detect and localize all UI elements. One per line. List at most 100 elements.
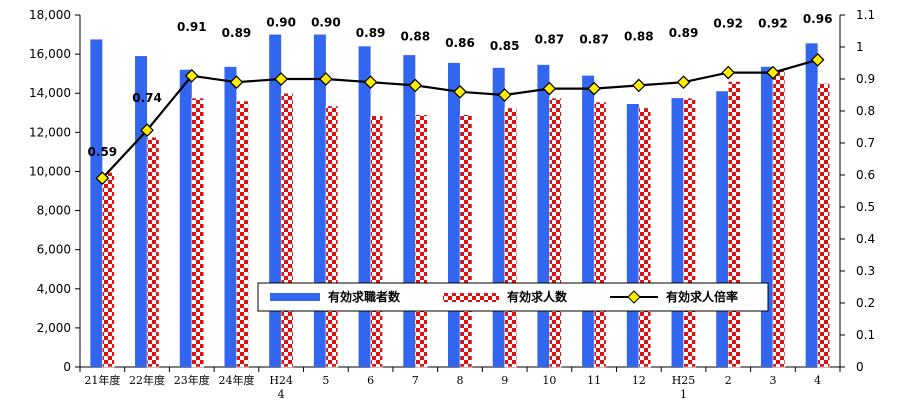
legend: 有効求職者数 有効求人数 有効求人倍率 [257, 282, 769, 312]
ratio-marker [184, 68, 199, 83]
job-openings-bar [102, 172, 115, 368]
job-seekers-bar [492, 67, 505, 368]
ratio-data-label: 0.87 [535, 33, 565, 47]
x-tick-label: 2 [725, 374, 732, 387]
y-left-tick-label: 8,000 [37, 204, 71, 218]
job-seekers-bar [224, 66, 237, 368]
ratio-data-label: 0.88 [400, 29, 430, 43]
y-left-tick-label: 18,000 [29, 8, 71, 22]
x-tick-label: 24年度 [218, 373, 254, 387]
x-tick-label: 21年度 [84, 373, 120, 387]
y-left-tick-label: 0 [63, 360, 71, 374]
data-labels-layer: 0.59 0.74 0.91 0.89 0.90 0.90 0.89 0.88 0.86 0.85… [88, 12, 833, 159]
ratio-data-label: 0.91 [177, 20, 207, 34]
x-tick-label: 5 [322, 374, 329, 387]
axes-layer: 0 2,000 4,000 6,000 8,000 10,000 12,000 14,000 1… [29, 8, 875, 401]
ratio-marker [766, 65, 780, 80]
ratio-marker [453, 84, 467, 99]
ratio-data-label: 0.87 [579, 33, 609, 47]
ratio-data-label: 0.85 [490, 39, 520, 53]
job-seekers-bar [90, 39, 103, 367]
y-right-tick-label: 0.1 [856, 328, 875, 342]
y-right-tick-label: 0.8 [856, 104, 875, 118]
job-openings-bar [504, 107, 517, 368]
job-openings-bar [415, 114, 428, 368]
ratio-data-label: 0.59 [88, 145, 118, 159]
job-openings-bar [549, 97, 562, 368]
ratio-line-layer [95, 52, 825, 186]
job-openings-bar [593, 101, 607, 368]
legend-swatch-job-seekers [270, 293, 320, 301]
x-tick-label: 23年度 [174, 373, 210, 387]
y-right-tick-label: 0.3 [856, 264, 875, 278]
job-openings-bar [146, 136, 160, 368]
x-tick-label: 12 [632, 374, 646, 387]
job-seekers-bar [626, 103, 639, 367]
x-tick-label: 8 [457, 374, 464, 387]
y-right-tick-label: 0.2 [856, 296, 875, 310]
y-left-tick-label: 2,000 [37, 321, 71, 335]
job-openings-bar [459, 114, 473, 368]
y-right-tick-label: 0.5 [856, 200, 875, 214]
y-right-tick-label: 1 [856, 40, 864, 54]
bars-layer [90, 34, 830, 368]
ratio-data-label: 0.89 [356, 26, 386, 40]
job-seekers-bar [313, 34, 326, 368]
x-tick-label: 6 [367, 374, 374, 387]
job-seekers-bar [269, 34, 282, 368]
job-seekers-bar [179, 69, 192, 367]
legend-swatch-ratio-marker [627, 290, 641, 304]
job-openings-bar [683, 97, 696, 368]
ratio-data-label: 0.96 [803, 12, 833, 26]
legend-swatch-job-openings [443, 293, 499, 302]
job-seekers-bar [537, 64, 550, 367]
job-seekers-bar [403, 55, 416, 367]
job-openings-bar [638, 107, 652, 368]
x-tick-label: 9 [501, 374, 508, 387]
ratio-marker [676, 75, 691, 90]
y-left-tick-label: 4,000 [37, 282, 71, 296]
ratio-marker [274, 72, 289, 86]
ratio-marker [587, 81, 601, 96]
job-openings-bar [817, 83, 830, 368]
x-tick-label: 22年度 [129, 373, 165, 387]
job-openings-bar [370, 115, 383, 368]
job-openings-bar [772, 69, 786, 368]
x-tick-label: 11 [587, 374, 601, 387]
legend-label-ratio: 有効求人倍率 [666, 289, 738, 304]
ratio-data-label: 0.89 [669, 26, 699, 40]
y-left-tick-label: 14,000 [29, 86, 71, 100]
ratio-marker [631, 78, 646, 93]
x-tick-label: 10 [542, 374, 556, 387]
ratio-marker [229, 75, 244, 90]
legend-box [257, 282, 769, 312]
y-left-tick-label: 6,000 [37, 243, 71, 257]
job-seekers-bar [671, 98, 684, 367]
y-right-tick-label: 0.6 [856, 168, 875, 182]
job-seekers-bar [448, 62, 460, 368]
ratio-marker [810, 52, 825, 67]
y-right-tick-label: 0 [856, 360, 864, 374]
job-seekers-bar [760, 66, 773, 368]
job-seekers-bar [716, 91, 729, 368]
ratio-data-label: 0.92 [713, 17, 743, 31]
x-tick-label: 3 [769, 374, 776, 387]
x-tick-label: H24 4 [269, 374, 293, 401]
y-right-tick-label: 1.1 [856, 8, 875, 22]
ratio-marker [95, 171, 110, 186]
job-openings-bar [727, 81, 741, 368]
y-right-tick-label: 0.9 [856, 72, 875, 86]
job-openings-bar [325, 105, 339, 368]
job-openings-bar [191, 97, 205, 368]
ratio-data-label: 0.89 [222, 26, 252, 40]
x-tick-label: H25 1 [672, 374, 696, 401]
ratio-marker [721, 65, 736, 80]
ratio-marker [542, 81, 557, 96]
job-openings-bar [280, 92, 294, 368]
ratio-marker [497, 88, 512, 102]
job-seekers-bar [582, 75, 595, 367]
job-seekers-bar [805, 43, 818, 367]
y-right-tick-label: 0.7 [856, 136, 875, 150]
y-right-tick-label: 0.4 [856, 232, 875, 246]
